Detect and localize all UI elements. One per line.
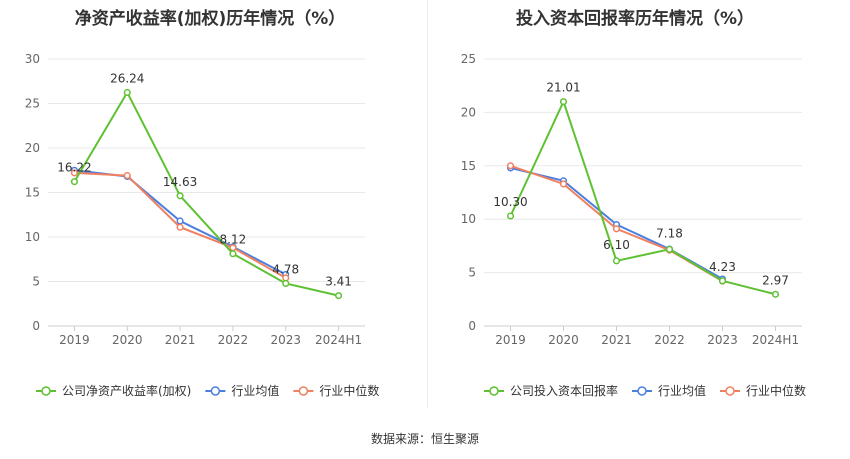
y-tick-label: 20 [461, 105, 476, 119]
y-tick-label: 10 [25, 230, 40, 244]
y-tick-label: 25 [461, 52, 476, 66]
chart-title-roe: 净资产收益率(加权)历年情况（%） [74, 9, 346, 29]
data-point-median [559, 180, 568, 188]
data-point-company [176, 192, 184, 200]
data-point-avg [176, 217, 184, 225]
data-point-company [665, 245, 674, 253]
legend-label-avg[interactable]: 行业均值 [658, 383, 706, 398]
y-tick-label: 5 [468, 266, 476, 280]
legend-label-median[interactable]: 行业中位数 [319, 383, 379, 398]
data-point-company [335, 292, 343, 300]
data-label: 6.10 [603, 238, 630, 252]
data-point-median [612, 225, 621, 233]
y-tick-label: 10 [461, 212, 476, 226]
y-tick-label: 15 [25, 186, 40, 200]
legend-label-company[interactable]: 公司净资产收益率(加权) [62, 383, 191, 398]
data-point-company [559, 98, 568, 106]
x-tick-label: 2023 [707, 333, 738, 347]
x-tick-label: 2019 [59, 333, 90, 347]
panel-divider [427, 0, 428, 408]
data-point-median [123, 172, 131, 180]
data-label: 21.01 [546, 81, 580, 95]
data-label: 14.63 [163, 175, 197, 189]
data-label: 8.12 [220, 233, 247, 247]
data-point-median [70, 169, 78, 177]
data-label: 4.23 [709, 260, 736, 274]
y-tick-label: 5 [32, 275, 40, 289]
data-point-company [70, 178, 78, 186]
data-point-company [229, 250, 237, 258]
x-tick-label: 2023 [270, 333, 301, 347]
y-tick-label: 0 [32, 319, 40, 333]
x-tick-label: 2024H1 [315, 333, 362, 347]
y-tick-label: 20 [25, 141, 40, 155]
series-line-company [509, 98, 776, 296]
y-tick-label: 30 [25, 52, 40, 66]
data-label: 4.78 [272, 262, 299, 276]
chart-title-roic: 投入资本回报率历年情况（%） [515, 9, 755, 29]
data-source: 数据来源：恒生聚源 [370, 432, 479, 446]
legend-marker-avg[interactable] [210, 386, 221, 396]
series-line-company [73, 90, 339, 297]
legend-marker-avg[interactable] [637, 386, 647, 396]
y-tick-label: 15 [461, 159, 476, 173]
data-label: 3.41 [325, 275, 352, 289]
x-tick-label: 2021 [601, 333, 632, 347]
legend-marker-median[interactable] [725, 386, 735, 396]
data-point-company [506, 212, 515, 220]
x-tick-label: 2019 [495, 333, 526, 347]
data-point-company [718, 277, 727, 285]
data-point-company [123, 88, 131, 97]
y-tick-label: 25 [25, 97, 40, 111]
x-tick-label: 2022 [654, 333, 685, 347]
data-label: 7.18 [656, 226, 683, 240]
data-label: 2.97 [762, 273, 789, 287]
x-tick-label: 2021 [165, 333, 196, 347]
legend-label-median[interactable]: 行业中位数 [746, 383, 806, 398]
legend-marker-company[interactable] [41, 386, 51, 396]
legend-marker-median[interactable] [298, 386, 309, 396]
legend-label-avg[interactable]: 行业均值 [231, 383, 279, 398]
data-point-median [506, 162, 515, 170]
data-point-company [612, 257, 621, 265]
data-label: 10.30 [493, 195, 527, 209]
data-point-median [176, 223, 184, 231]
x-tick-label: 2022 [218, 333, 249, 347]
legend-label-company[interactable]: 公司投入资本回报率 [510, 383, 618, 398]
data-point-company [282, 279, 290, 288]
x-tick-label: 2024H1 [752, 333, 799, 347]
data-label: 16.22 [57, 161, 91, 175]
y-tick-label: 0 [468, 319, 476, 333]
x-tick-label: 2020 [548, 333, 579, 347]
data-label: 26.24 [110, 71, 144, 85]
x-tick-label: 2020 [112, 333, 143, 347]
data-point-company [771, 290, 780, 298]
legend-marker-company[interactable] [489, 386, 499, 396]
